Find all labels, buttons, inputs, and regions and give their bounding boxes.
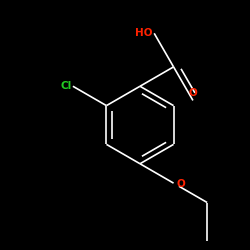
Text: O: O [188, 88, 197, 99]
Text: Cl: Cl [60, 81, 72, 91]
Text: O: O [176, 180, 185, 190]
Text: HO: HO [135, 28, 152, 38]
